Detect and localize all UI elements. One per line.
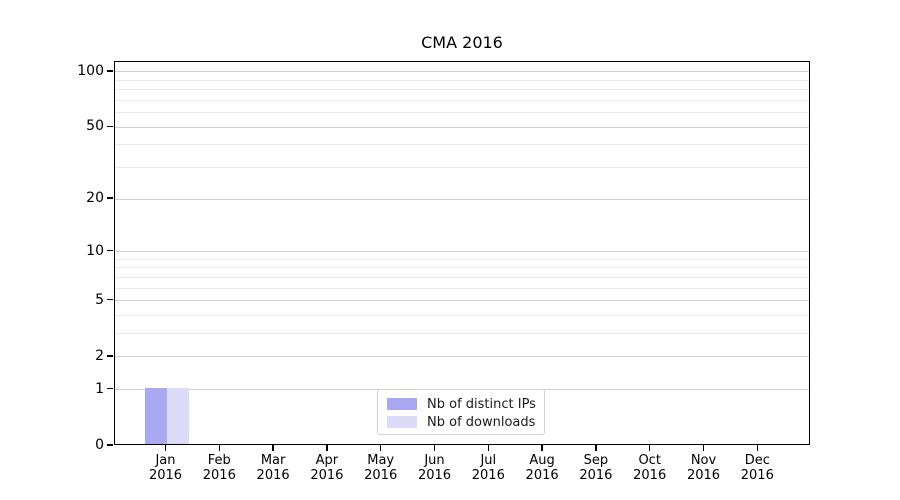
major-gridline — [115, 300, 809, 302]
x-tick-label: Jun 2016 — [405, 453, 465, 483]
x-tick-label-year: 2016 — [256, 468, 290, 483]
y-tick — [107, 70, 113, 72]
x-tick — [272, 445, 274, 451]
x-tick — [380, 445, 382, 451]
x-tick-label-year: 2016 — [471, 468, 505, 483]
x-tick — [218, 445, 220, 451]
x-tick-label: Feb 2016 — [189, 453, 249, 483]
y-tick-label: 20 — [86, 190, 104, 207]
x-tick-label: Jan 2016 — [136, 453, 196, 483]
x-tick-label-month: Feb — [207, 453, 231, 468]
x-tick-label: Mar 2016 — [243, 453, 303, 483]
x-tick-label: Dec 2016 — [727, 453, 787, 483]
y-tick-label: 10 — [86, 242, 104, 259]
plot-area — [114, 61, 810, 445]
y-tick-label: 100 — [77, 62, 104, 79]
chart-title: CMA 2016 — [421, 33, 503, 52]
x-tick-label-year: 2016 — [364, 468, 398, 483]
x-tick-label-month: Dec — [744, 453, 770, 468]
y-tick — [107, 125, 113, 127]
x-tick — [541, 445, 543, 451]
legend-entry-label: Nb of downloads — [427, 414, 536, 430]
y-tick — [107, 197, 113, 199]
legend-entry: Nb of distinct IPs — [378, 395, 544, 413]
x-tick-label: Nov 2016 — [674, 453, 734, 483]
x-tick-label: Jul 2016 — [458, 453, 518, 483]
x-tick-label-month: Aug — [529, 453, 555, 468]
legend-swatch-distinct-ips — [387, 398, 417, 410]
major-gridline — [115, 251, 809, 253]
x-tick-label: May 2016 — [351, 453, 411, 483]
x-tick-label-month: May — [367, 453, 395, 468]
minor-gridline — [115, 144, 809, 146]
minor-gridline — [115, 333, 809, 335]
x-tick-label-year: 2016 — [310, 468, 344, 483]
y-tick-label: 50 — [86, 118, 104, 135]
y-tick-label: 1 — [95, 380, 104, 397]
x-tick — [756, 445, 758, 451]
x-tick-label-year: 2016 — [148, 468, 183, 483]
x-tick — [702, 445, 705, 451]
y-tick-label: 5 — [95, 291, 104, 308]
minor-gridline — [115, 276, 809, 278]
bar-nb-of-distinct-ips — [144, 387, 167, 444]
y-tick — [107, 444, 113, 446]
minor-gridline — [115, 315, 809, 316]
minor-gridline — [115, 79, 809, 81]
minor-gridline — [115, 258, 809, 260]
x-tick-label-month: Apr — [315, 453, 339, 468]
x-tick-label: Aug 2016 — [512, 453, 572, 483]
x-tick-label-year: 2016 — [525, 468, 559, 483]
x-tick-label: Oct 2016 — [620, 453, 680, 483]
major-gridline — [115, 71, 809, 73]
x-tick-label-month: Nov — [690, 453, 717, 468]
x-tick — [649, 445, 651, 451]
x-tick-label-month: Mar — [260, 453, 286, 468]
x-tick — [164, 445, 167, 451]
legend-entry-label: Nb of distinct IPs — [427, 396, 536, 412]
x-tick-label-year: 2016 — [417, 468, 452, 483]
minor-gridline — [115, 99, 809, 101]
minor-gridline — [115, 287, 809, 289]
minor-gridline — [115, 267, 809, 269]
bar-nb-of-downloads — [166, 387, 189, 444]
y-tick — [107, 249, 113, 252]
minor-gridline — [115, 89, 809, 91]
y-tick — [107, 388, 113, 390]
x-tick-label-year: 2016 — [686, 468, 721, 483]
y-tick — [107, 299, 113, 301]
minor-gridline — [115, 112, 809, 114]
x-tick-label-year: 2016 — [740, 468, 774, 483]
x-tick — [595, 445, 597, 451]
x-tick-label: Sep 2016 — [566, 453, 626, 483]
legend: Nb of distinct IPs Nb of downloads — [377, 389, 545, 435]
major-gridline — [115, 126, 809, 128]
x-tick-label-month: Jul — [480, 453, 497, 468]
x-tick — [433, 445, 436, 451]
y-tick — [107, 355, 113, 357]
x-tick-label-month: Jan — [155, 453, 176, 468]
x-tick — [326, 445, 328, 451]
x-tick — [487, 445, 489, 451]
major-gridline — [115, 198, 809, 200]
legend-swatch-downloads — [387, 416, 417, 428]
legend-entry: Nb of downloads — [378, 413, 544, 431]
x-tick-label-month: Sep — [583, 453, 609, 468]
major-gridline — [115, 356, 809, 358]
x-tick-label-year: 2016 — [202, 468, 236, 483]
y-tick-label: 2 — [95, 347, 104, 364]
y-tick-label: 0 — [95, 437, 104, 453]
minor-gridline — [115, 167, 809, 169]
x-tick-label-year: 2016 — [633, 468, 667, 483]
x-tick-label-month: Oct — [638, 453, 661, 468]
x-tick-label-month: Jun — [424, 453, 445, 468]
x-tick-label: Apr 2016 — [297, 453, 357, 483]
x-tick-label-year: 2016 — [579, 468, 613, 483]
